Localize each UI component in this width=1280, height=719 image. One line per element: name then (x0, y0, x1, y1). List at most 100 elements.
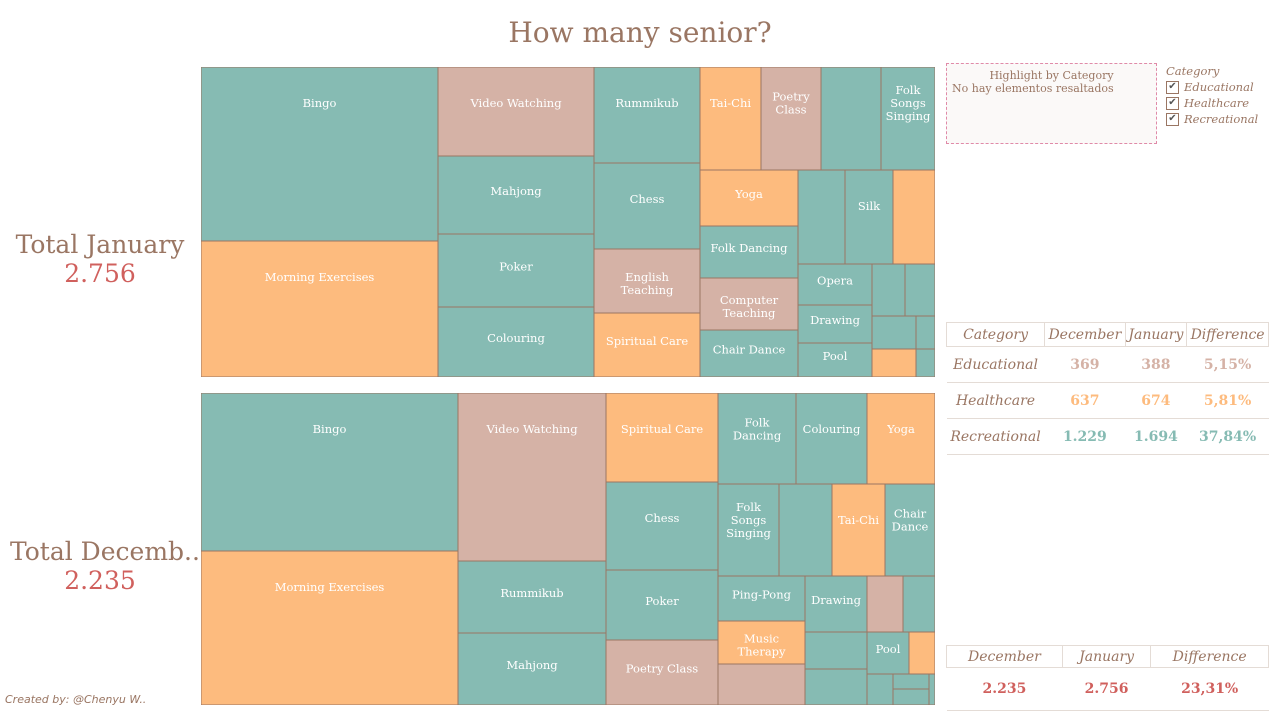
treemap-tile-rect[interactable] (871, 348, 917, 377)
treemap-tile[interactable]: Ping-Pong (717, 575, 806, 622)
treemap-tile[interactable]: Computer Teaching (699, 277, 799, 331)
treemap-tile-rect[interactable] (717, 663, 806, 705)
treemap-tile-rect[interactable] (457, 632, 607, 705)
filter-recreational[interactable]: ✔ Recreational (1166, 112, 1258, 126)
treemap-tile-rect[interactable] (593, 162, 701, 250)
treemap-tile[interactable] (928, 673, 935, 705)
treemap-tile[interactable] (871, 315, 917, 350)
treemap-tile[interactable] (871, 348, 917, 377)
treemap-tile[interactable]: Drawing (804, 575, 868, 633)
treemap-december-svg[interactable]: Bingo Morning Exercises Video Watching Rumm… (201, 393, 935, 705)
treemap-tile-rect[interactable] (699, 169, 799, 227)
treemap-tile[interactable] (820, 67, 882, 171)
treemap-january-svg[interactable]: Bingo Morning Exercises Video Watching Mahj… (201, 67, 935, 377)
treemap-tile[interactable] (904, 263, 935, 317)
treemap-tile-rect[interactable] (795, 393, 868, 485)
treemap-tile[interactable]: Yoga (699, 169, 799, 227)
treemap-tile[interactable]: Folk Dancing (699, 225, 799, 279)
treemap-tile-rect[interactable] (804, 668, 868, 705)
filter-healthcare[interactable]: ✔ Healthcare (1166, 96, 1258, 110)
treemap-tile-rect[interactable] (915, 348, 935, 377)
treemap-tile-rect[interactable] (797, 169, 846, 265)
treemap-tile[interactable] (915, 348, 935, 377)
treemap-tile-rect[interactable] (892, 169, 935, 265)
treemap-tile[interactable] (804, 668, 868, 705)
treemap-tile[interactable] (908, 631, 935, 675)
treemap-tile-rect[interactable] (699, 225, 799, 279)
treemap-tile[interactable]: Poetry Class (605, 639, 719, 705)
treemap-tile[interactable]: Colouring (437, 306, 595, 377)
treemap-tile[interactable]: Rummikub (593, 67, 701, 164)
treemap-tile[interactable]: Mahjong (457, 632, 607, 705)
checkbox-checked-icon[interactable]: ✔ (1166, 96, 1179, 110)
treemap-tile[interactable]: Poetry Class (760, 67, 822, 171)
treemap-tile-rect[interactable] (797, 263, 873, 306)
treemap-tile[interactable]: Pool (866, 631, 910, 675)
treemap-tile-rect[interactable] (605, 481, 719, 571)
treemap-tile[interactable] (778, 483, 833, 577)
treemap-tile-rect[interactable] (866, 673, 894, 705)
treemap-tile[interactable]: Tai-Chi (699, 67, 762, 171)
treemap-tile[interactable]: Rummikub (457, 560, 607, 634)
treemap-tile[interactable]: Silk (844, 169, 894, 265)
treemap-tile[interactable]: Poker (437, 233, 595, 308)
treemap-tile[interactable]: Mahjong (437, 155, 595, 235)
treemap-tile[interactable] (892, 169, 935, 265)
treemap-tile-rect[interactable] (778, 483, 833, 577)
treemap-tile-rect[interactable] (797, 304, 873, 344)
treemap-tile[interactable]: Chess (605, 481, 719, 571)
treemap-tile[interactable]: Spiritual Care (605, 393, 719, 483)
treemap-tile-rect[interactable] (871, 263, 906, 317)
treemap-december[interactable]: Bingo Morning Exercises Video Watching Rumm… (201, 393, 935, 705)
treemap-tile[interactable]: Opera (797, 263, 873, 306)
treemap-tile-rect[interactable] (605, 639, 719, 705)
treemap-tile-rect[interactable] (699, 277, 799, 331)
treemap-tile-rect[interactable] (904, 263, 935, 317)
treemap-tile[interactable]: Video Watching (457, 393, 607, 562)
treemap-tile[interactable]: Pool (797, 342, 873, 377)
treemap-tile-rect[interactable] (201, 550, 459, 705)
treemap-tile[interactable] (866, 575, 904, 633)
treemap-tile-rect[interactable] (871, 315, 917, 350)
treemap-tile[interactable] (892, 673, 930, 690)
highlight-by-category[interactable]: Highlight by Category No hay elementos r… (946, 63, 1157, 144)
treemap-tile[interactable] (871, 263, 906, 317)
treemap-tile[interactable] (717, 663, 806, 705)
treemap-tile-rect[interactable] (593, 248, 701, 314)
treemap-tile[interactable] (902, 575, 935, 633)
treemap-tile[interactable] (892, 688, 930, 705)
treemap-tile[interactable]: English Teaching (593, 248, 701, 314)
treemap-tile[interactable]: Folk Dancing (717, 393, 797, 485)
treemap-tile[interactable]: Folk Songs Singing (717, 483, 780, 577)
treemap-tile[interactable] (915, 315, 935, 350)
treemap-tile[interactable]: Tai-Chi (831, 483, 886, 577)
treemap-tile-rect[interactable] (201, 393, 459, 552)
treemap-tile[interactable]: Morning Exercises (201, 240, 439, 377)
treemap-tile-rect[interactable] (804, 631, 868, 670)
treemap-tile-rect[interactable] (884, 483, 935, 577)
treemap-tile[interactable]: Drawing (797, 304, 873, 344)
treemap-tile-rect[interactable] (437, 155, 595, 235)
filter-educational[interactable]: ✔ Educational (1166, 80, 1258, 94)
treemap-tile-rect[interactable] (831, 483, 886, 577)
treemap-tile-rect[interactable] (892, 688, 930, 705)
treemap-tile-rect[interactable] (717, 393, 797, 485)
treemap-tile[interactable] (866, 673, 894, 705)
treemap-tile-rect[interactable] (605, 393, 719, 483)
treemap-tile-rect[interactable] (593, 312, 701, 377)
treemap-tile-rect[interactable] (820, 67, 882, 171)
treemap-tile-rect[interactable] (915, 315, 935, 350)
treemap-tile-rect[interactable] (593, 67, 701, 164)
treemap-tile[interactable]: Spiritual Care (593, 312, 701, 377)
treemap-tile[interactable]: Morning Exercises (201, 550, 459, 705)
treemap-tile[interactable]: Colouring (795, 393, 868, 485)
treemap-tile-rect[interactable] (844, 169, 894, 265)
treemap-tile[interactable]: Video Watching (437, 67, 595, 157)
treemap-tile-rect[interactable] (437, 233, 595, 308)
treemap-tile-rect[interactable] (866, 393, 935, 485)
treemap-tile-rect[interactable] (201, 240, 439, 377)
treemap-tile-rect[interactable] (760, 67, 822, 171)
treemap-tile[interactable] (797, 169, 846, 265)
treemap-tile[interactable]: Poker (605, 569, 719, 641)
treemap-tile[interactable]: Chair Dance (884, 483, 935, 577)
